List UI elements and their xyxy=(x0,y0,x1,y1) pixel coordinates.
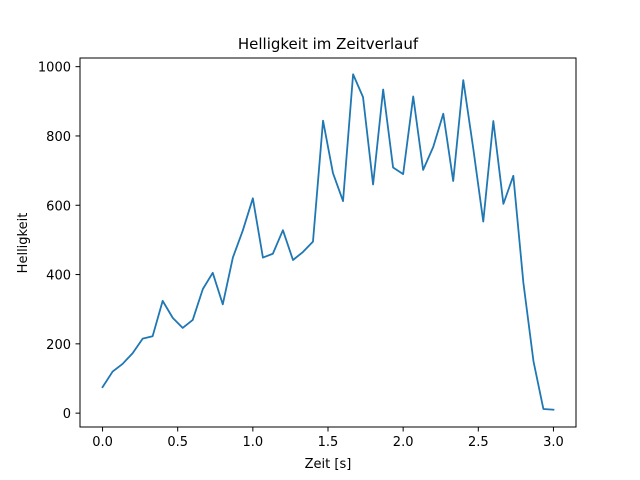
x-tick-label: 1.5 xyxy=(318,435,339,450)
y-tick-label: 600 xyxy=(46,199,71,214)
plot-background xyxy=(80,58,576,427)
x-tick-label: 0.5 xyxy=(167,435,188,450)
series-line xyxy=(101,73,555,411)
x-tick-label: 2.0 xyxy=(393,435,414,450)
y-tick-label: 1000 xyxy=(38,61,71,76)
x-tick-label: 3.0 xyxy=(543,435,564,450)
x-tick-label: 0.0 xyxy=(92,435,113,450)
ticks-layer: 0.0 0.5 1.0 1.5 2.0 2.5 3.0 0 200 400 600 800 1000 xyxy=(38,61,564,450)
plot-frame xyxy=(79,57,577,428)
x-tick-label: 1.0 xyxy=(243,435,264,450)
y-axis-label: Helligkeit xyxy=(16,213,31,274)
x-tick-label: 2.5 xyxy=(468,435,489,450)
y-tick-label: 800 xyxy=(46,130,71,145)
y-tick-label: 200 xyxy=(46,338,71,353)
y-tick-label: 0 xyxy=(63,407,71,422)
x-axis-label: Zeit [s] xyxy=(305,457,352,472)
series-layer xyxy=(101,73,555,411)
chart-title: Helligkeit im Zeitverlauf xyxy=(238,35,419,53)
y-tick-label: 400 xyxy=(46,269,71,284)
